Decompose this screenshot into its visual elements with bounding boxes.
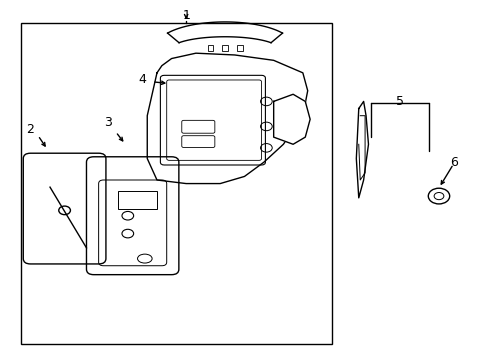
Bar [21, 23, 331, 344]
Bar [118, 191, 157, 208]
Text: 6: 6 [449, 156, 457, 168]
Text: 2: 2 [26, 123, 35, 136]
Polygon shape [273, 94, 309, 144]
Bar [222, 45, 227, 51]
Text: 5: 5 [395, 95, 403, 108]
Text: 1: 1 [182, 9, 190, 22]
Bar [236, 45, 242, 51]
Text: 3: 3 [104, 116, 112, 129]
Text: 4: 4 [138, 73, 146, 86]
Bar [207, 45, 213, 51]
